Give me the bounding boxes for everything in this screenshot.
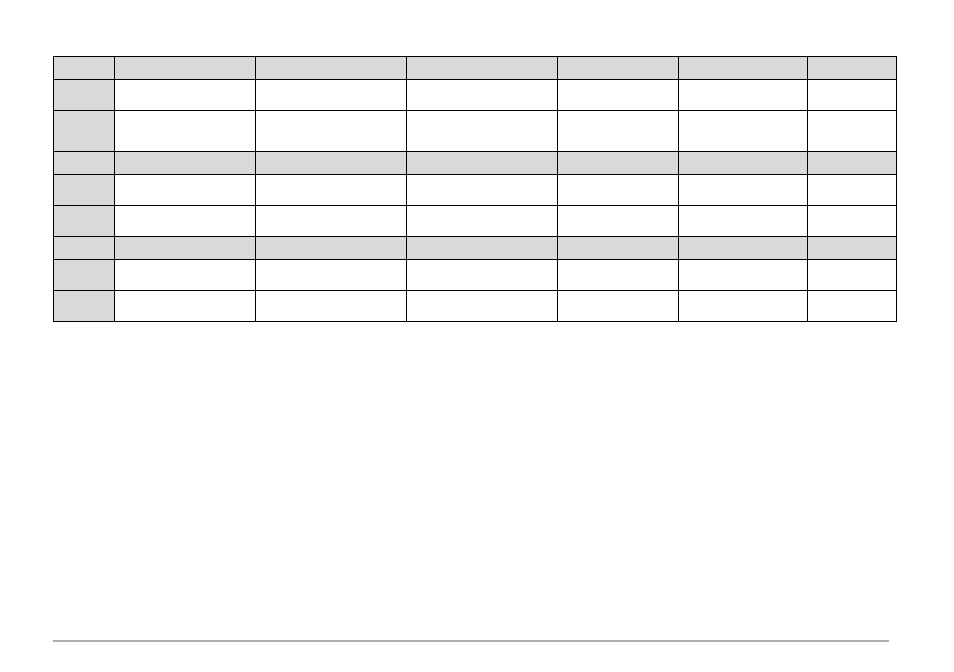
table-cell <box>808 237 897 260</box>
table-cell <box>54 111 115 152</box>
table-cell <box>558 291 679 322</box>
table-cell <box>407 57 558 80</box>
table-cell <box>679 206 808 237</box>
table-cell <box>256 111 407 152</box>
table-body <box>54 57 897 322</box>
table-cell <box>54 57 115 80</box>
table-cell <box>808 175 897 206</box>
table-row <box>54 57 897 80</box>
table-row <box>54 175 897 206</box>
table-cell <box>54 260 115 291</box>
table-cell <box>54 80 115 111</box>
table-cell <box>115 152 256 175</box>
table-cell <box>407 206 558 237</box>
table-cell <box>808 80 897 111</box>
table-cell <box>115 111 256 152</box>
table-cell <box>808 206 897 237</box>
table-cell <box>407 80 558 111</box>
table-row <box>54 260 897 291</box>
table-cell <box>54 206 115 237</box>
table-cell <box>558 237 679 260</box>
table-cell <box>256 152 407 175</box>
table-cell <box>407 152 558 175</box>
table-cell <box>256 57 407 80</box>
table-cell <box>558 111 679 152</box>
data-table <box>53 56 889 322</box>
table-cell <box>808 260 897 291</box>
table-cell <box>115 260 256 291</box>
table-cell <box>679 291 808 322</box>
table-cell <box>115 80 256 111</box>
table-row <box>54 237 897 260</box>
table-cell <box>54 237 115 260</box>
table-cell <box>679 80 808 111</box>
table-cell <box>54 175 115 206</box>
table-cell <box>115 57 256 80</box>
table-cell <box>679 175 808 206</box>
table-cell <box>256 260 407 291</box>
table-cell <box>256 291 407 322</box>
table-cell <box>558 57 679 80</box>
table-cell <box>256 80 407 111</box>
table-cell <box>256 175 407 206</box>
table-cell <box>808 57 897 80</box>
table-cell <box>115 291 256 322</box>
table-cell <box>558 80 679 111</box>
table-cell <box>679 57 808 80</box>
table-row <box>54 206 897 237</box>
table-cell <box>558 152 679 175</box>
table-cell <box>808 152 897 175</box>
table-cell <box>679 260 808 291</box>
table-row <box>54 152 897 175</box>
table-cell <box>558 206 679 237</box>
footer-rule <box>53 640 889 642</box>
table-row <box>54 111 897 152</box>
table-cell <box>407 291 558 322</box>
table-cell <box>407 111 558 152</box>
table-cell <box>679 237 808 260</box>
table-cell <box>256 206 407 237</box>
table-cell <box>808 291 897 322</box>
table-cell <box>679 111 808 152</box>
table-cell <box>558 260 679 291</box>
table-cell <box>407 175 558 206</box>
table-cell <box>115 175 256 206</box>
table-cell <box>558 175 679 206</box>
table-cell <box>54 291 115 322</box>
table-cell <box>54 152 115 175</box>
table-cell <box>679 152 808 175</box>
table-cell <box>407 260 558 291</box>
table-row <box>54 291 897 322</box>
table-row <box>54 80 897 111</box>
table <box>53 56 897 322</box>
table-cell <box>115 206 256 237</box>
table-cell <box>808 111 897 152</box>
table-cell <box>115 237 256 260</box>
table-cell <box>256 237 407 260</box>
table-cell <box>407 237 558 260</box>
